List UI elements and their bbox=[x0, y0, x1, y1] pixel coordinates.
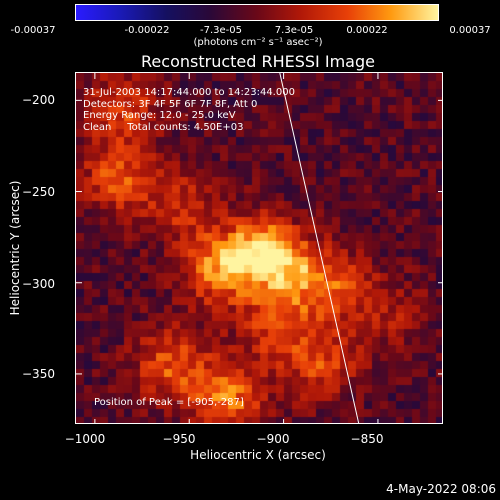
y-tick-label: −250 bbox=[22, 185, 55, 199]
y-axis-label: Heliocentric Y (arcsec) bbox=[8, 180, 22, 316]
x-tick-label: −850 bbox=[350, 432, 384, 446]
colorbar-tick-label: 7.3e-05 bbox=[274, 25, 314, 36]
chart-title: Reconstructed RHESSI Image bbox=[141, 52, 375, 71]
solar-limb-line bbox=[279, 73, 360, 423]
heatmap-image bbox=[76, 73, 442, 423]
annotation-method: Clean Total counts: 4.50E+03 bbox=[83, 121, 244, 133]
colorbar bbox=[75, 4, 439, 21]
x-axis-label: Heliocentric X (arcsec) bbox=[190, 448, 326, 462]
date-stamp: 4-May-2022 08:06 bbox=[386, 482, 496, 496]
colorbar-tick-label: -0.00037 bbox=[10, 25, 56, 36]
colorbar-tick-label: 0.00022 bbox=[346, 25, 388, 36]
x-tick-label: −900 bbox=[256, 432, 290, 446]
colorbar-tick-label: -0.00022 bbox=[124, 25, 170, 36]
annotation-time: 31-Jul-2003 14:17:44.000 to 14:23:44.000 bbox=[83, 87, 295, 98]
x-tick-label: −1000 bbox=[64, 432, 106, 446]
colorbar-tick-label: -7.3e-05 bbox=[200, 25, 242, 36]
y-tick-label: −350 bbox=[22, 367, 55, 381]
peak-position-label: Position of Peak = [-905,-287] bbox=[94, 397, 244, 408]
x-tick-label: −950 bbox=[162, 432, 196, 446]
y-tick-label: −300 bbox=[22, 277, 55, 291]
colorbar-units: (photons cm⁻² s⁻¹ asec⁻²) bbox=[193, 37, 323, 48]
annotation-energy: Energy Range: 12.0 - 25.0 keV bbox=[83, 110, 236, 121]
plot-overlay bbox=[76, 73, 442, 423]
y-tick-label: −200 bbox=[22, 93, 55, 107]
plot-area: 31-Jul-2003 14:17:44.000 to 14:23:44.000… bbox=[75, 72, 443, 424]
annotation-detectors: Detectors: 3F 4F 5F 6F 7F 8F, Att 0 bbox=[83, 98, 258, 110]
colorbar-tick-label: 0.00037 bbox=[449, 25, 491, 36]
